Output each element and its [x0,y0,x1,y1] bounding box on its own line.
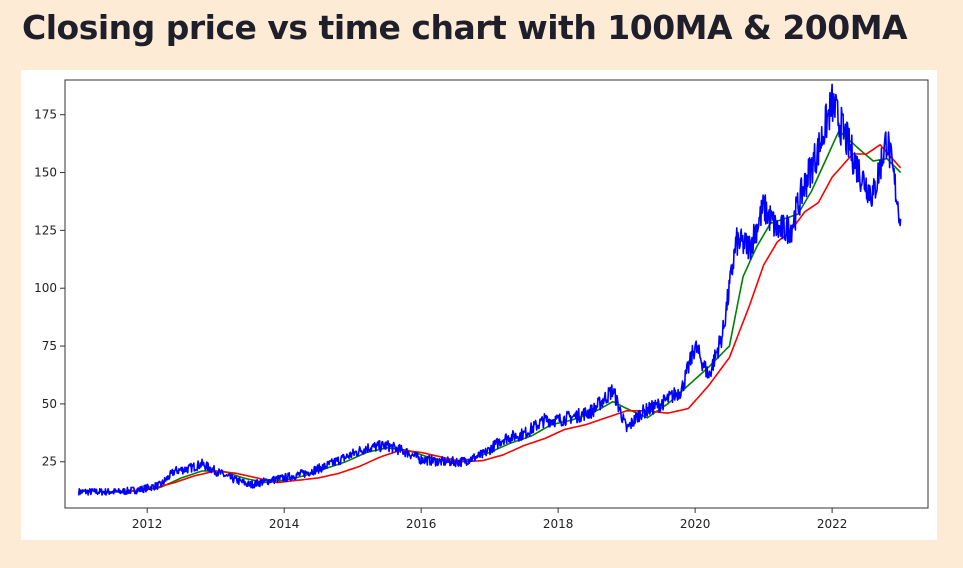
series-line-ma100 [99,130,902,493]
series-line-close [77,83,902,496]
x-tick-label: 2014 [269,517,300,531]
series-layer [77,83,902,496]
y-tick-label: 50 [42,397,57,411]
y-tick-label: 150 [34,166,57,180]
y-tick-label: 25 [42,455,57,469]
x-tick-label: 2012 [132,517,163,531]
chart-card: 2012 2014 2016 2018 2020 2022 25 50 75 100 125 150… [21,70,937,540]
x-tick-label: 2022 [817,517,848,531]
x-tick-label: 2018 [543,517,574,531]
series-line-ma200 [112,144,902,493]
y-tick-label: 175 [34,108,57,122]
y-axis: 25 50 75 100 125 150 175 [34,108,65,469]
x-tick-label: 2016 [406,517,437,531]
plot-frame [64,79,929,509]
x-tick-label: 2020 [680,517,711,531]
page-title: Closing price vs time chart with 100MA &… [22,8,908,47]
y-tick-label: 75 [42,339,57,353]
y-tick-label: 125 [34,223,57,237]
x-axis: 2012 2014 2016 2018 2020 2022 [132,508,847,531]
y-tick-label: 100 [34,281,57,295]
price-chart: 2012 2014 2016 2018 2020 2022 25 50 75 100 125 150… [34,79,929,531]
